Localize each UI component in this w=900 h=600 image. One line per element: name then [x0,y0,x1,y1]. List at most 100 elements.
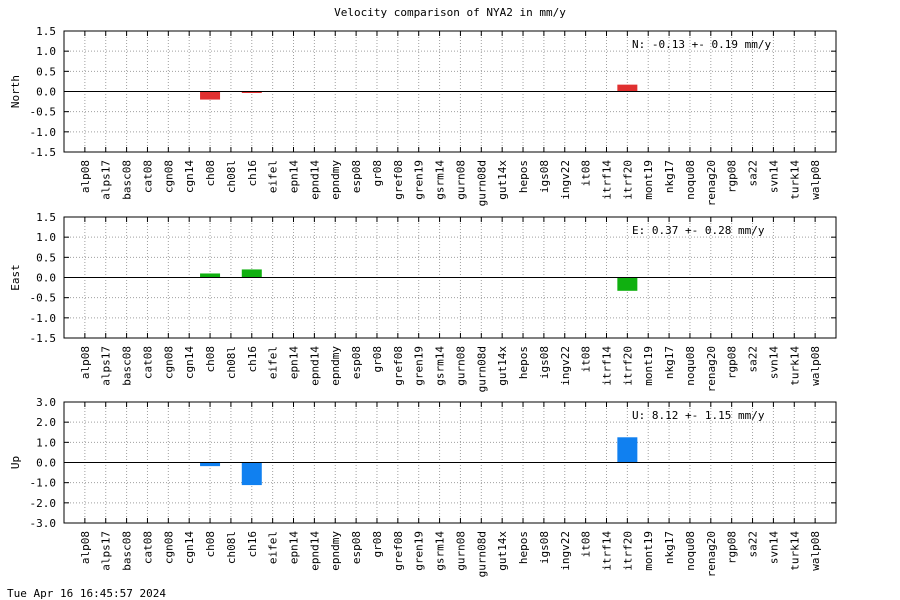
y-tick-label: 1.5 [36,211,56,224]
x-tick-label: gut14x [496,531,509,571]
x-tick-label: renag20 [705,531,718,577]
x-tick-label: ch16 [246,531,259,558]
y-tick-label: -3.0 [30,517,57,530]
y-tick-label: -0.5 [30,292,57,305]
x-tick-label: eifel [267,160,280,193]
x-tick-label: cat08 [141,346,154,379]
x-tick-label: mont19 [642,160,655,200]
x-tick-label: turk14 [788,531,801,571]
x-tick-label: esp08 [350,346,363,379]
y-tick-label: 1.0 [36,45,56,58]
bar-north-ch16 [241,91,262,93]
x-tick-label: sa22 [747,160,760,187]
x-tick-label: ch08l [225,531,238,564]
x-tick-label: gurn08 [454,160,467,200]
x-tick-label: gref08 [392,160,405,200]
x-tick-label: hepos [517,160,530,193]
x-tick-label: gsrm14 [434,346,447,386]
bar-east-itrf20 [617,277,638,291]
x-tick-label: it08 [580,346,593,373]
x-tick-label: cat08 [141,531,154,564]
x-tick-label: hepos [517,531,530,564]
y-axis-label: East [9,264,22,291]
y-tick-label: 0.0 [36,272,56,285]
bar-east-ch08 [200,273,221,278]
x-tick-label: noqu08 [684,160,697,200]
x-tick-label: turk14 [788,346,801,386]
y-tick-label: -1.5 [30,332,57,345]
x-tick-label: alp08 [79,160,92,193]
bar-north-itrf20 [617,84,638,92]
x-tick-label: esp08 [350,531,363,564]
x-tick-label: sa22 [747,346,760,373]
x-tick-label: epnd14 [308,531,321,571]
x-tick-label: itrf20 [621,160,634,200]
x-tick-label: ch16 [246,160,259,187]
x-tick-label: epn14 [288,160,301,193]
x-tick-label: basc08 [121,531,134,571]
velocity-annotation: U: 8.12 +- 1.15 mm/y [632,409,765,422]
x-tick-label: gren19 [413,531,426,571]
x-tick-label: igs08 [538,160,551,193]
y-tick-label: 0.5 [36,65,56,78]
x-tick-label: hepos [517,346,530,379]
x-tick-label: ingv22 [559,160,572,200]
y-tick-label: 0.5 [36,251,56,264]
x-tick-label: itrf14 [600,531,613,571]
x-tick-label: gut14x [496,160,509,200]
y-axis-label: Up [9,456,22,469]
x-tick-label: nkg17 [663,531,676,564]
x-tick-label: renag20 [705,160,718,206]
x-tick-label: walp08 [809,346,822,386]
x-tick-label: rgp08 [726,160,739,193]
x-tick-label: itrf14 [600,160,613,200]
x-tick-label: it08 [580,531,593,558]
y-tick-label: -2.0 [30,497,57,510]
y-tick-label: 1.5 [36,25,56,38]
x-tick-label: cgn14 [183,160,196,193]
x-tick-label: ch08 [204,346,217,373]
x-tick-label: ch08 [204,531,217,558]
x-tick-label: cgn08 [162,346,175,379]
x-tick-label: gut14x [496,346,509,386]
x-tick-label: gref08 [392,346,405,386]
y-tick-label: -0.5 [30,106,57,119]
bar-up-ch16 [241,462,262,486]
x-tick-label: renag20 [705,346,718,392]
y-tick-label: 0.0 [36,86,56,99]
x-tick-label: gr08 [371,346,384,373]
plot-frame [63,401,837,524]
x-tick-label: ch16 [246,346,259,373]
x-tick-label: walp08 [809,531,822,571]
y-tick-label: -1.0 [30,126,57,139]
plot-frame [63,30,837,153]
x-tick-label: noqu08 [684,346,697,386]
x-tick-label: eifel [267,346,280,379]
x-tick-label: eifel [267,531,280,564]
x-tick-label: itrf20 [621,531,634,571]
plot-frame [63,216,837,339]
x-tick-label: svn14 [767,346,780,379]
x-tick-label: cgn08 [162,160,175,193]
x-tick-label: turk14 [788,160,801,200]
x-tick-label: rgp08 [726,346,739,379]
x-tick-label: basc08 [121,346,134,386]
x-tick-label: ch08l [225,346,238,379]
bar-east-ch16 [241,269,262,278]
x-tick-label: esp08 [350,160,363,193]
x-tick-label: gren19 [413,346,426,386]
y-tick-label: 3.0 [36,396,56,409]
bar-north-ch08 [200,91,221,100]
x-tick-label: nkg17 [663,160,676,193]
x-tick-label: cgn14 [183,346,196,379]
x-tick-label: gr08 [371,531,384,558]
x-tick-label: noqu08 [684,531,697,571]
x-tick-label: svn14 [767,531,780,564]
x-tick-label: gsrm14 [434,160,447,200]
x-tick-label: itrf14 [600,346,613,386]
x-tick-label: sa22 [747,531,760,558]
x-tick-label: gren19 [413,160,426,200]
y-tick-label: -1.5 [30,146,57,159]
x-tick-label: gref08 [392,531,405,571]
x-tick-label: ch08 [204,160,217,187]
